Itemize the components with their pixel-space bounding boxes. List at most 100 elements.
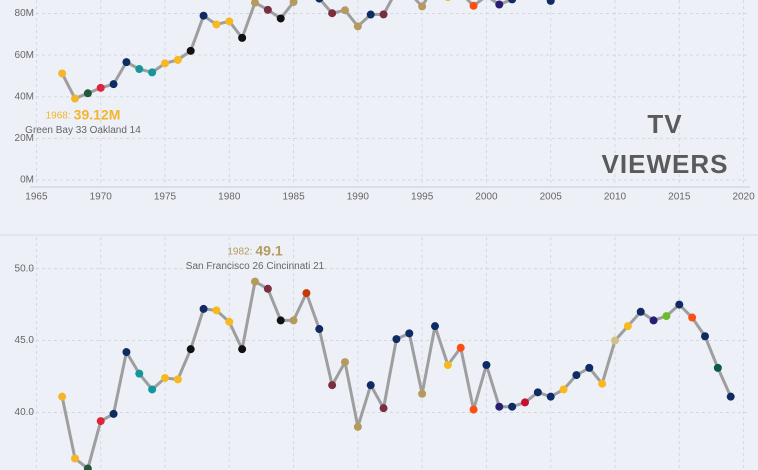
point bbox=[469, 1, 478, 10]
plot: 40.0 45.0 50.0 1982: 49.1 San Francisco 26 Ci… bbox=[15, 237, 750, 470]
point bbox=[572, 371, 581, 380]
annotation-value: 49.1 bbox=[255, 242, 282, 258]
annotation-year: 1982: bbox=[227, 246, 252, 257]
point bbox=[611, 336, 619, 345]
point bbox=[315, 0, 324, 3]
point bbox=[328, 381, 337, 390]
point bbox=[96, 417, 105, 426]
y-tick-label: 80M bbox=[15, 8, 34, 19]
point bbox=[225, 317, 234, 326]
y-tick-label: 60M bbox=[15, 50, 34, 61]
y-tick-label: 45.0 bbox=[15, 335, 35, 346]
point bbox=[456, 343, 465, 352]
chart-title: TV VIEWERS bbox=[601, 109, 729, 179]
point bbox=[238, 33, 247, 42]
point bbox=[726, 392, 735, 401]
line bbox=[60, 0, 555, 101]
point bbox=[559, 385, 568, 394]
point bbox=[71, 454, 79, 463]
point bbox=[445, 0, 451, 2]
annotation-score: San Francisco 26 Cincinnati 21 bbox=[186, 261, 325, 272]
point bbox=[546, 0, 555, 5]
point bbox=[521, 398, 529, 407]
point bbox=[379, 404, 388, 413]
point bbox=[276, 14, 285, 23]
point bbox=[238, 345, 247, 354]
y-tick-label: 20M bbox=[15, 133, 34, 144]
point bbox=[469, 405, 478, 414]
x-tick-label: 2000 bbox=[475, 192, 498, 203]
annotation-score: Green Bay 33 Oakland 14 bbox=[25, 125, 141, 136]
point bbox=[173, 375, 182, 384]
point bbox=[289, 0, 298, 7]
point bbox=[508, 0, 517, 4]
x-tick-label: 2010 bbox=[604, 192, 627, 203]
point bbox=[186, 345, 195, 354]
point bbox=[341, 6, 349, 15]
point bbox=[688, 313, 697, 322]
point bbox=[83, 464, 92, 470]
point bbox=[431, 322, 439, 331]
point bbox=[328, 9, 337, 18]
point bbox=[251, 0, 259, 7]
point bbox=[443, 361, 452, 370]
x-tick-label: 1980 bbox=[218, 192, 241, 203]
annotation: 1982: 49.1 bbox=[227, 242, 282, 258]
point bbox=[713, 363, 722, 372]
y-tick-label: 40.0 bbox=[15, 407, 35, 418]
y-tick-label: 40M bbox=[15, 91, 34, 102]
point bbox=[546, 392, 555, 401]
point bbox=[675, 300, 684, 309]
x-tick-label: 1975 bbox=[154, 192, 177, 203]
point bbox=[405, 329, 414, 338]
point bbox=[341, 358, 349, 367]
point bbox=[96, 83, 105, 92]
point bbox=[482, 361, 491, 370]
y-tick-label: 0M bbox=[20, 175, 34, 186]
point bbox=[109, 80, 118, 89]
point bbox=[135, 369, 144, 378]
point bbox=[71, 94, 79, 103]
point bbox=[276, 316, 285, 325]
point bbox=[199, 11, 208, 20]
x-tick-label: 2020 bbox=[732, 192, 755, 203]
point bbox=[148, 68, 157, 77]
point bbox=[533, 388, 542, 397]
point bbox=[161, 59, 169, 68]
point bbox=[495, 402, 504, 411]
point bbox=[161, 373, 169, 382]
point bbox=[392, 335, 401, 344]
point bbox=[302, 289, 311, 298]
point bbox=[83, 89, 92, 98]
point bbox=[379, 10, 388, 19]
point bbox=[701, 332, 709, 341]
point bbox=[58, 392, 67, 401]
point bbox=[623, 322, 632, 331]
point bbox=[199, 304, 208, 313]
point bbox=[263, 284, 272, 293]
annotation-value: 39.12M bbox=[74, 106, 121, 122]
point bbox=[353, 22, 362, 31]
x-tick-label: 1970 bbox=[90, 192, 113, 203]
point bbox=[251, 277, 259, 286]
plot: 1965 1970 1975 1980 1985 1990 1995 2000 2005 2010… bbox=[15, 0, 755, 203]
point bbox=[289, 316, 298, 325]
x-tick-label: 1995 bbox=[411, 192, 434, 203]
point bbox=[366, 10, 375, 19]
x-tick-label: 2015 bbox=[668, 192, 691, 203]
point bbox=[508, 402, 517, 411]
point bbox=[418, 389, 427, 398]
point bbox=[315, 325, 324, 334]
point bbox=[353, 422, 362, 431]
x-tick-label: 1990 bbox=[347, 192, 370, 203]
point bbox=[263, 5, 272, 14]
x-tick-label: 1985 bbox=[282, 192, 305, 203]
point bbox=[122, 348, 131, 357]
point bbox=[186, 46, 195, 55]
point bbox=[225, 17, 234, 26]
point bbox=[173, 55, 182, 64]
point bbox=[212, 306, 221, 315]
point bbox=[135, 65, 144, 74]
